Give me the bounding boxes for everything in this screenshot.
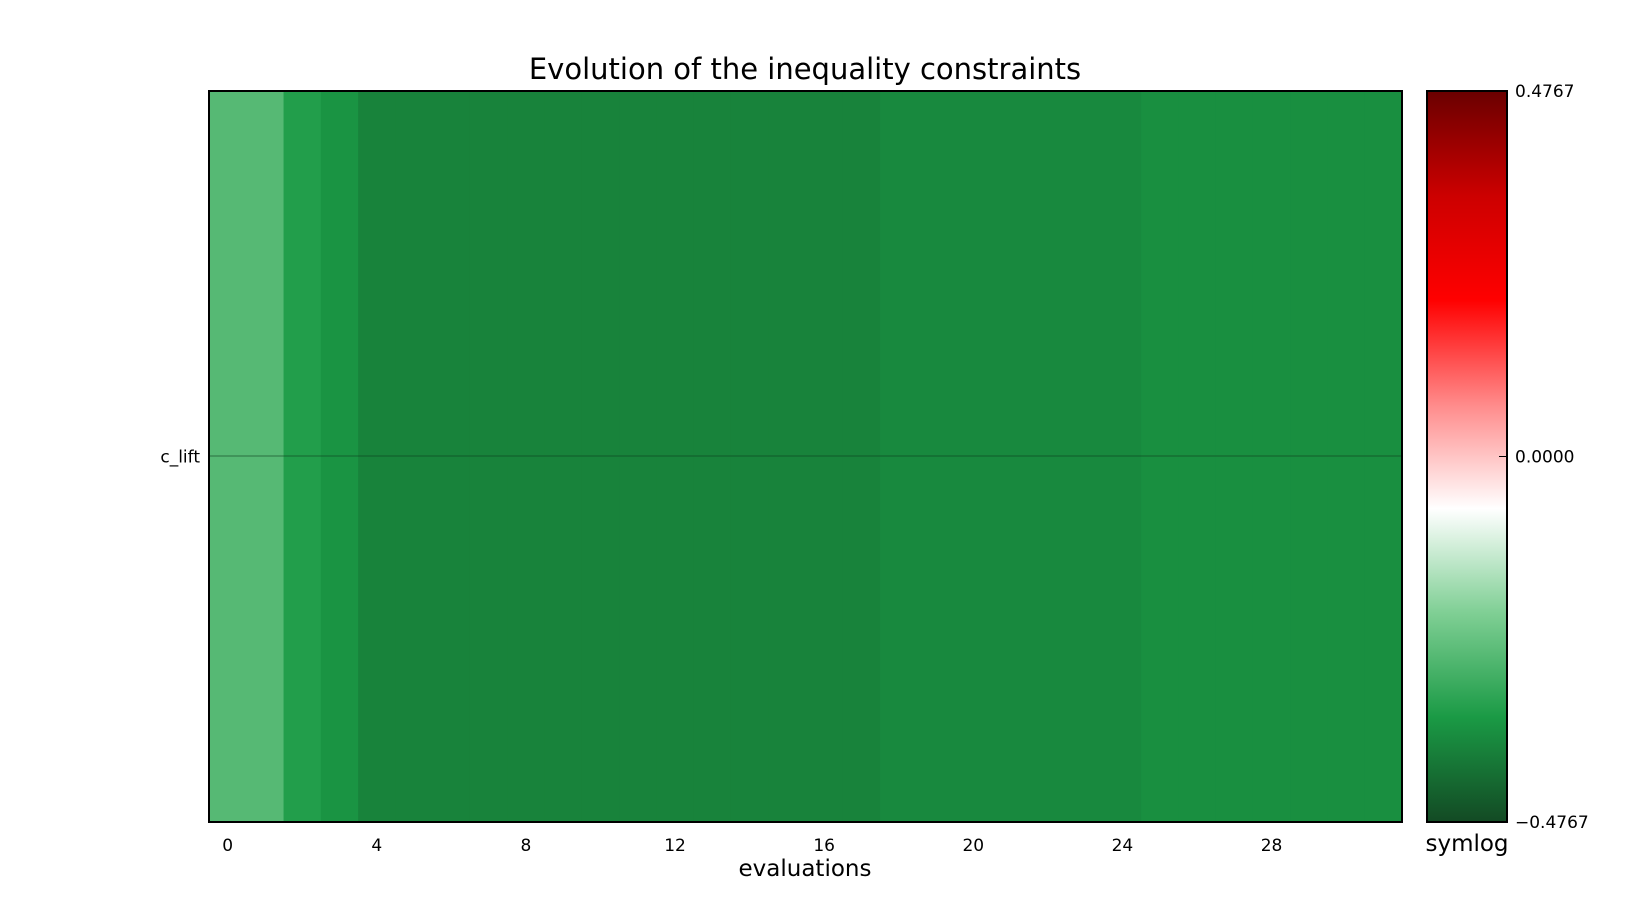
colorbar-tick-label: −0.4767 <box>1515 813 1589 833</box>
x-axis-ticks: 0 4 8 12 16 20 24 28 <box>222 836 1282 856</box>
row-labels: c_lift <box>160 448 200 468</box>
x-tick-label: 16 <box>813 836 835 856</box>
colorbar-tick-label: 0.0000 <box>1515 448 1574 468</box>
colorbar-tick-label: 0.4767 <box>1515 82 1574 102</box>
x-tick-label: 20 <box>962 836 984 856</box>
row-label: c_lift <box>160 448 200 468</box>
colorbar <box>1426 90 1508 823</box>
x-tick-label: 8 <box>520 836 531 856</box>
chart-title: Evolution of the inequality constraints <box>529 52 1081 86</box>
x-tick-label: 12 <box>664 836 686 856</box>
x-tick-label: 28 <box>1261 836 1283 856</box>
x-tick-label: 0 <box>222 836 233 856</box>
x-tick-label: 24 <box>1112 836 1134 856</box>
plot-frame <box>208 90 1403 823</box>
x-tick-label: 4 <box>371 836 382 856</box>
colorbar-ticks: 0.4767 0.0000 −0.4767 <box>1499 82 1589 833</box>
x-axis-label: evaluations <box>739 856 872 882</box>
colorbar-label: symlog <box>1425 831 1508 857</box>
